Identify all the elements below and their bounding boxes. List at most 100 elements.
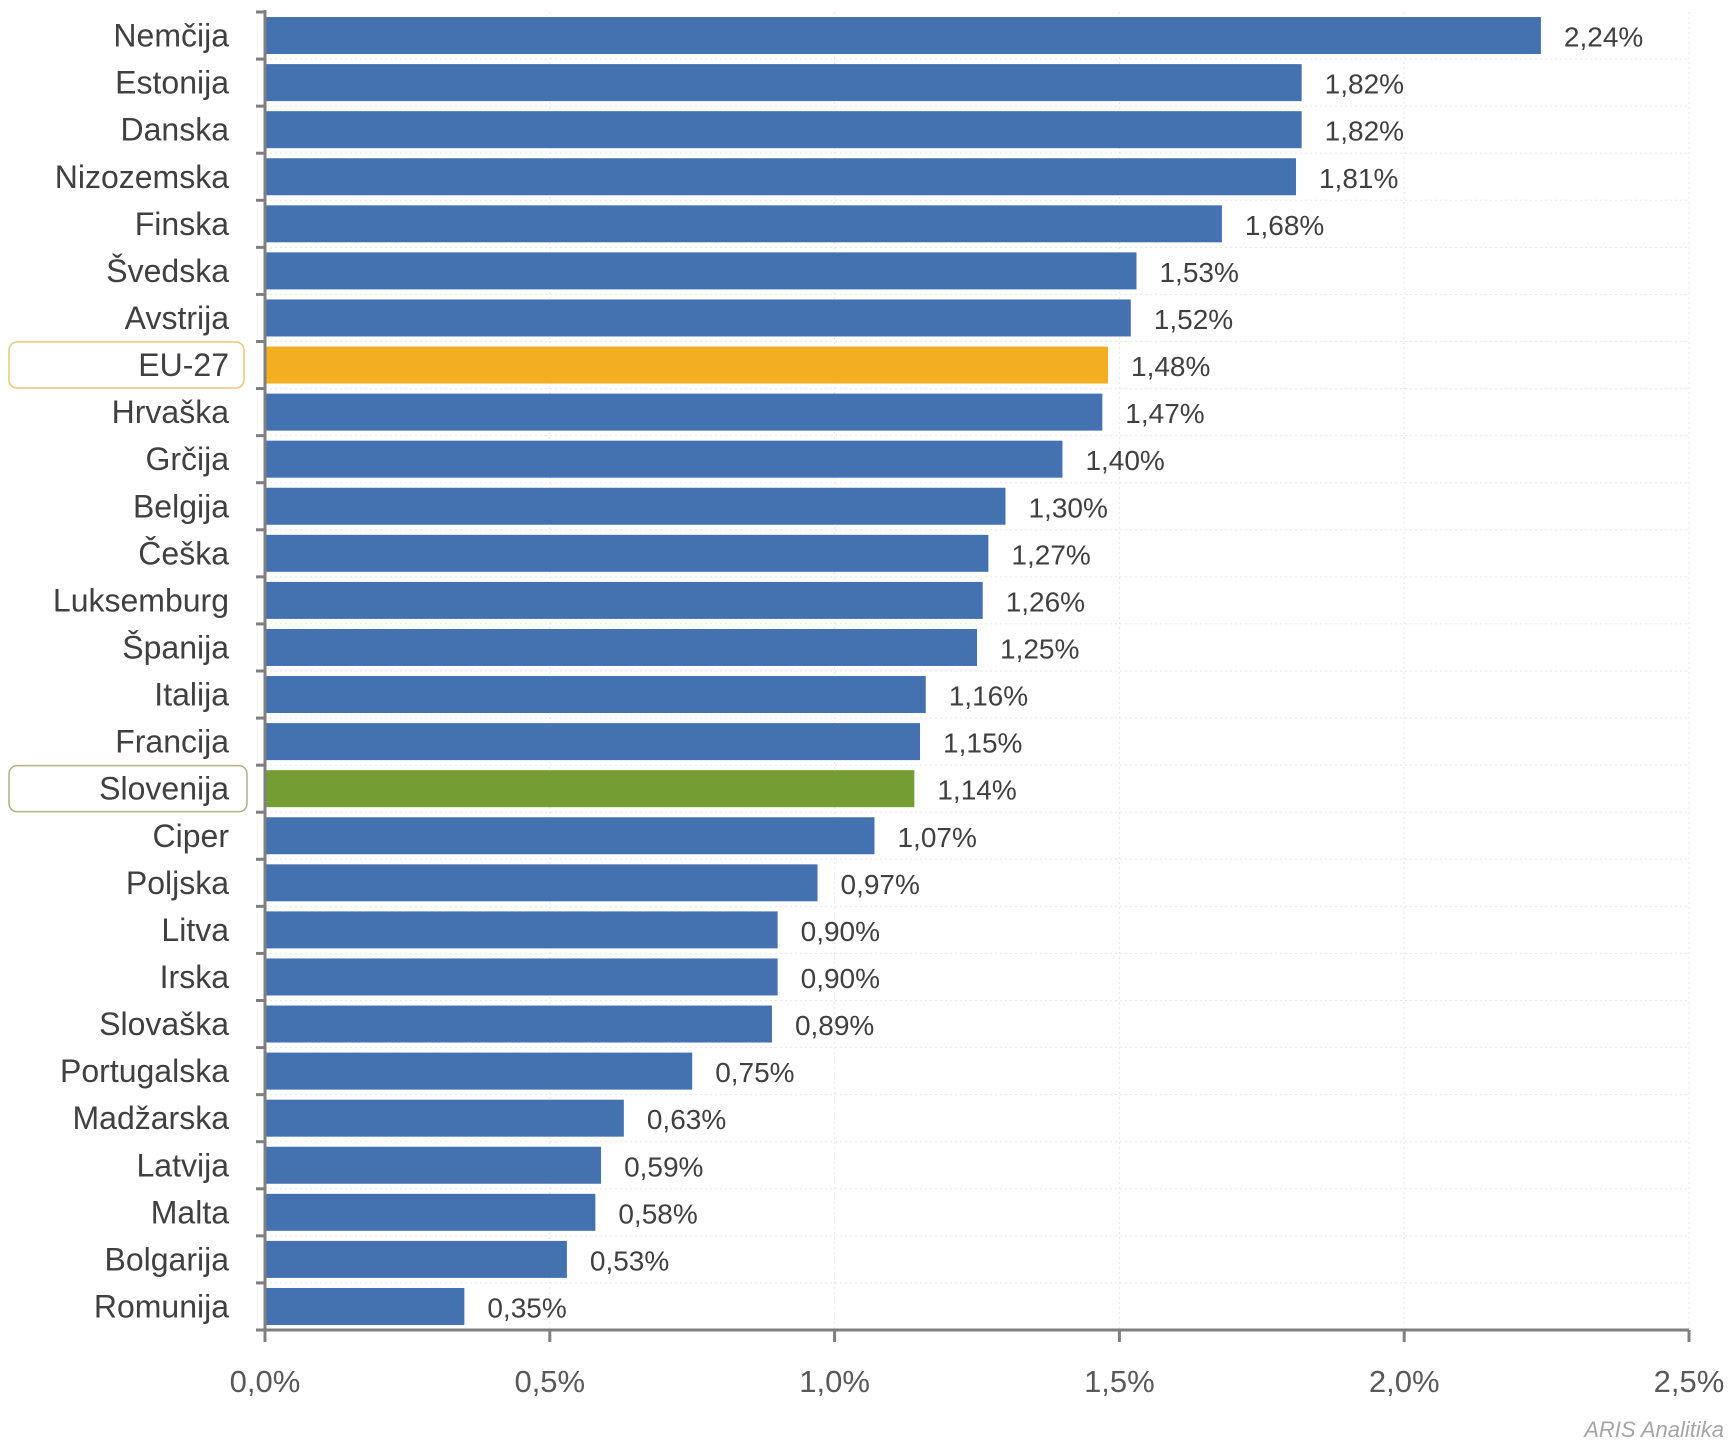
value-label: 1,48% [1131,351,1210,382]
bar [265,958,778,996]
value-label: 0,35% [487,1292,566,1323]
value-label: 1,27% [1011,539,1090,570]
bar [265,487,1006,525]
value-label: 1,68% [1245,210,1324,241]
value-labels: 2,24% 1,82% 1,82% 1,81% 1,68%1,53% 1,52% 1,48%… [487,22,1643,1324]
category-label: Slovaška [99,1006,229,1042]
value-label: 1,16% [949,681,1028,712]
axes [256,10,1691,1342]
value-label: 1,30% [1028,492,1107,523]
value-label: 1,26% [1006,586,1085,617]
value-label: 1,82% [1325,116,1404,147]
value-label: 0,53% [590,1245,669,1276]
category-label: Italija [154,677,229,713]
value-label: 0,59% [624,1151,703,1182]
category-label: Bolgarija [104,1241,229,1277]
category-label: Nizozemska [55,159,229,195]
x-tick-label: 0,0% [230,1364,301,1399]
bar [265,252,1137,290]
category-label: Švedska [106,253,229,289]
category-label: Malta [151,1194,229,1230]
category-label: Belgija [133,488,229,524]
bar [265,911,778,949]
bar [265,205,1222,243]
value-label: 1,47% [1125,398,1204,429]
bar [265,299,1131,337]
category-label: Poljska [126,865,229,901]
bar [265,1005,772,1043]
bar [265,817,875,855]
category-label: EU-27 [138,347,229,383]
x-tick-labels: 0,0% 0,5% 1,0% 1,5% 2,0% 2,5% [230,1364,1725,1399]
highlight-box [8,341,245,389]
bar [265,1193,596,1231]
value-label: 2,24% [1564,22,1643,53]
category-label: Latvija [137,1147,230,1183]
value-label: 1,52% [1154,304,1233,335]
bar [265,111,1302,149]
value-label: 0,63% [647,1104,726,1135]
category-label: Portugalska [60,1053,229,1089]
bar [265,676,926,714]
category-label: Irska [160,959,230,995]
bar [265,64,1302,102]
category-label: Slovenija [99,771,229,807]
category-label: Luksemburg [53,582,229,618]
bar [265,1287,465,1325]
category-label: Francija [115,724,229,760]
category-label: Estonija [115,65,229,101]
bar [265,864,818,902]
bar [265,1146,602,1184]
bars [265,17,1541,1325]
x-tick-label: 1,0% [799,1364,870,1399]
value-label: 1,07% [897,822,976,853]
value-label: 1,15% [943,728,1022,759]
bar [265,770,915,808]
x-tick-label: 2,0% [1369,1364,1440,1399]
category-label: Ciper [153,818,230,854]
value-label: 1,81% [1319,163,1398,194]
category-label: Romunija [94,1288,229,1324]
value-label: 1,14% [937,775,1016,806]
value-label: 0,90% [801,916,880,947]
x-tick-label: 0,5% [514,1364,585,1399]
bar [265,723,921,761]
highlight-boxes [8,341,248,813]
category-label: Litva [161,912,229,948]
category-label: Češka [138,535,229,571]
value-label: 0,90% [801,963,880,994]
bar [265,1052,693,1090]
category-label: Avstrija [125,300,230,336]
grid-layer [265,12,1690,1330]
value-label: 1,53% [1159,257,1238,288]
bar [265,628,977,666]
bar [265,158,1296,196]
category-label: Grčija [145,441,229,477]
value-label: 0,97% [841,869,920,900]
category-label: Finska [135,206,229,242]
x-tick-label: 1,5% [1084,1364,1155,1399]
x-tick-label: 2,5% [1654,1364,1725,1399]
category-label: Danska [121,112,230,148]
bar [265,1240,567,1278]
category-label: Španija [122,629,229,665]
category-label: Madžarska [73,1100,230,1136]
value-label: 1,25% [1000,633,1079,664]
category-label: Hrvaška [112,394,230,430]
value-label: 0,75% [715,1057,794,1088]
category-labels: Nemčija Estonija Danska Nizozemska Finska Šve… [53,18,229,1325]
source-credit: ARIS Analitika [1582,1417,1724,1442]
bar [265,581,983,619]
value-label: 0,58% [618,1198,697,1229]
bar [265,440,1063,478]
category-label: Nemčija [113,18,229,54]
value-label: 0,89% [795,1010,874,1041]
bar [265,346,1109,384]
bar [265,17,1541,55]
bar [265,534,989,572]
value-label: 1,40% [1085,445,1164,476]
bar [265,1099,624,1137]
bar [265,393,1103,431]
value-label: 1,82% [1325,69,1404,100]
